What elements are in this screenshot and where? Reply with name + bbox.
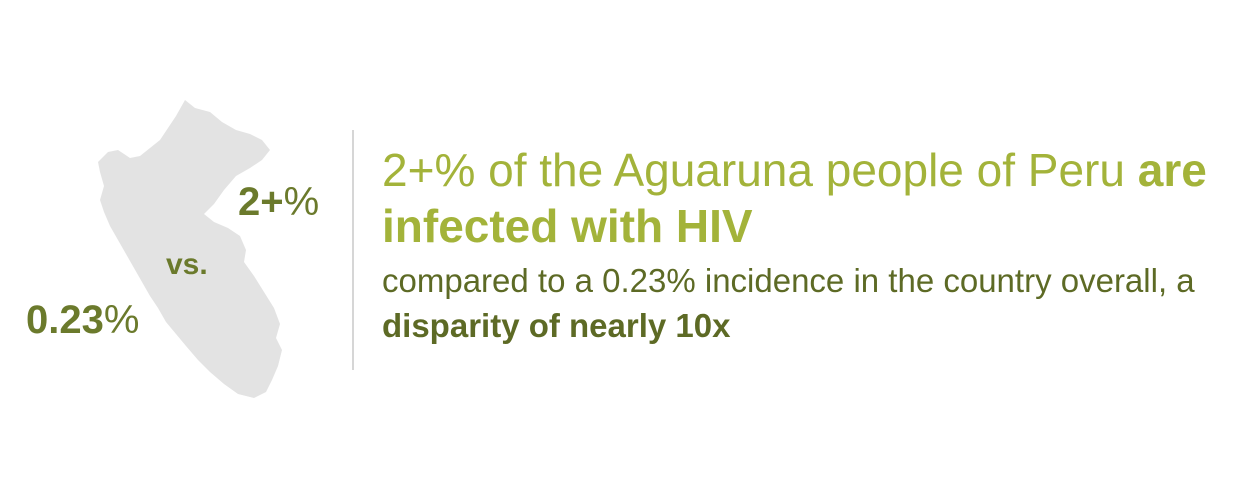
headline-emphasis: are infected with HIV xyxy=(382,144,1207,252)
country-incidence-rate: 0.23% xyxy=(26,300,139,340)
versus-label: vs. xyxy=(166,248,208,281)
statement-block: 2+% of the Aguaruna people of Peru are i… xyxy=(382,142,1212,348)
headline-text: 2+% of the Aguaruna people of Peru xyxy=(382,144,1138,196)
group-infection-rate: 2+% xyxy=(238,182,319,222)
headline: 2+% of the Aguaruna people of Peru are i… xyxy=(382,142,1212,254)
peru-map-icon xyxy=(98,100,282,398)
country-incidence-unit: % xyxy=(103,298,140,342)
peru-map-shape xyxy=(98,100,282,398)
body-emphasis: disparity of nearly 10x xyxy=(382,307,731,344)
body-text: compared to a 0.23% incidence in the cou… xyxy=(382,258,1212,348)
map-area: 2+% vs. 0.23% xyxy=(0,0,340,490)
body-text-main: compared to a 0.23% incidence in the cou… xyxy=(382,262,1195,299)
group-infection-unit: % xyxy=(283,180,320,224)
country-incidence-value: 0.23 xyxy=(26,298,104,342)
group-infection-value: 2+ xyxy=(238,180,284,224)
vertical-divider xyxy=(352,130,354,370)
